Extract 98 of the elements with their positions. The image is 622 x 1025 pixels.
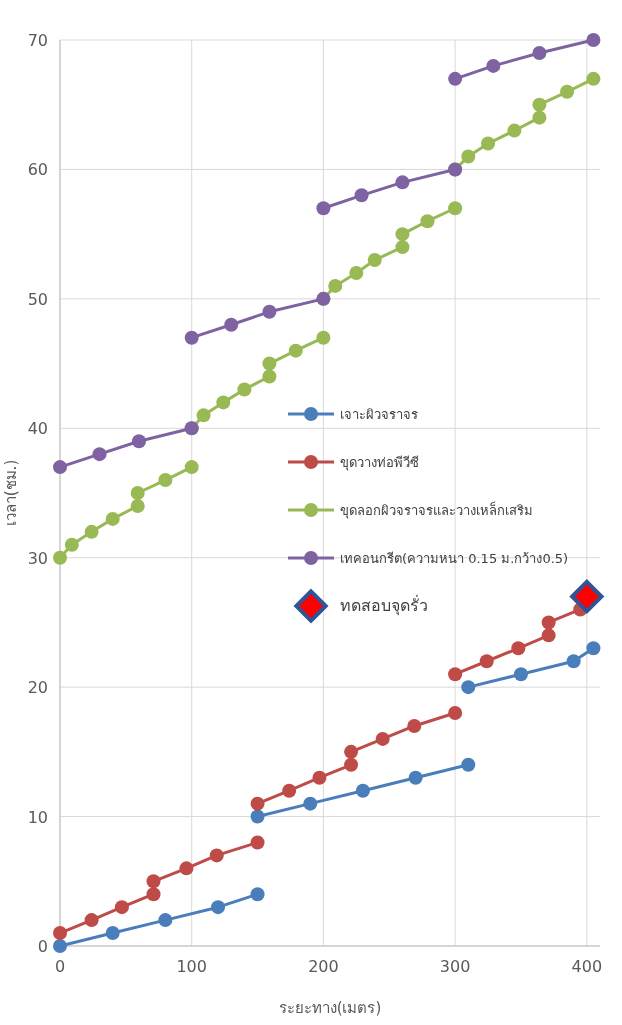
point: [184, 330, 199, 345]
point: [349, 265, 364, 280]
point: [250, 796, 265, 811]
y-axis-title: เวลา(ชม.): [2, 459, 20, 527]
point: [532, 45, 547, 60]
point: [53, 926, 67, 941]
point: [541, 615, 556, 630]
point: [328, 278, 343, 293]
y-tick-label: 20: [27, 678, 48, 698]
point: [196, 408, 211, 423]
point: [53, 939, 67, 953]
y-tick-label: 50: [27, 289, 48, 309]
y-tick-label: 40: [27, 419, 48, 439]
point: [250, 835, 265, 850]
point: [216, 395, 231, 410]
legend-label: ขุดลอกผิวจราจรและวางเหล็กเสริม: [340, 501, 533, 519]
point: [586, 33, 601, 47]
x-axis-title: ระยะทาง(เมตร): [278, 999, 382, 1017]
y-tick-label: 30: [27, 548, 48, 568]
x-tick-label: 200: [308, 957, 339, 976]
point: [114, 900, 129, 915]
legend-label: ขุดวางท่อพีวีซี: [340, 455, 419, 471]
point: [344, 757, 359, 772]
point: [209, 848, 224, 863]
point: [84, 913, 99, 928]
point: [158, 913, 173, 928]
point: [448, 667, 463, 682]
point: [184, 460, 199, 475]
point: [395, 240, 410, 255]
y-tick-label: 10: [27, 807, 48, 827]
point: [367, 253, 382, 268]
point: [355, 783, 370, 798]
point: [586, 641, 601, 656]
point: [158, 473, 173, 488]
point: [448, 71, 463, 86]
point: [179, 861, 194, 876]
point: [479, 654, 494, 669]
point: [303, 796, 318, 811]
point: [64, 537, 79, 552]
legend-label: เทคอนกรีต(ความหนา 0.15 ม.กว้าง0.5): [340, 551, 569, 566]
point: [84, 524, 99, 539]
point: [486, 58, 501, 73]
point: [130, 498, 145, 513]
point: [344, 744, 359, 759]
point: [354, 188, 369, 203]
point: [105, 511, 120, 526]
point: [316, 330, 331, 345]
point: [211, 900, 226, 915]
point: [146, 887, 161, 902]
x-tick-label: 300: [439, 957, 471, 976]
point: [53, 550, 67, 565]
point: [448, 201, 463, 216]
point: [375, 731, 390, 746]
point: [312, 770, 327, 785]
point: [560, 84, 575, 99]
point: [250, 809, 265, 824]
x-tick-label: 0: [54, 957, 66, 976]
point: [316, 201, 331, 216]
point: [282, 783, 297, 798]
point: [566, 654, 581, 669]
point: [53, 460, 67, 475]
point: [92, 447, 107, 462]
legend-label: เจาะผิวจราจร: [340, 407, 418, 422]
point: [481, 136, 496, 151]
point: [224, 317, 239, 332]
legend-label: ทดสอบจุดรั่ว: [340, 594, 428, 616]
point: [511, 641, 526, 656]
point: [395, 175, 410, 190]
point: [130, 486, 145, 500]
point: [461, 680, 476, 695]
point: [237, 382, 252, 397]
point: [448, 706, 463, 721]
point: [507, 123, 522, 138]
point: [532, 110, 547, 125]
point: [420, 214, 435, 229]
x-tick-label: 100: [176, 957, 207, 976]
y-tick-label: 70: [27, 31, 48, 50]
point: [461, 149, 476, 164]
point: [407, 718, 422, 733]
point: [146, 874, 161, 889]
point: [262, 356, 277, 371]
point: [541, 628, 556, 643]
y-tick-label: 0: [37, 937, 48, 956]
point: [461, 757, 476, 772]
point: [288, 343, 303, 358]
point: [408, 770, 423, 785]
point: [105, 926, 120, 941]
point: [513, 667, 528, 682]
point: [262, 369, 277, 384]
x-tick-label: 400: [571, 957, 603, 976]
point: [532, 97, 547, 112]
point: [586, 71, 601, 86]
point: [132, 434, 147, 449]
y-tick-label: 60: [27, 160, 48, 180]
point: [262, 304, 277, 319]
point: [395, 227, 410, 242]
point: [250, 887, 265, 902]
point: [570, 579, 604, 614]
